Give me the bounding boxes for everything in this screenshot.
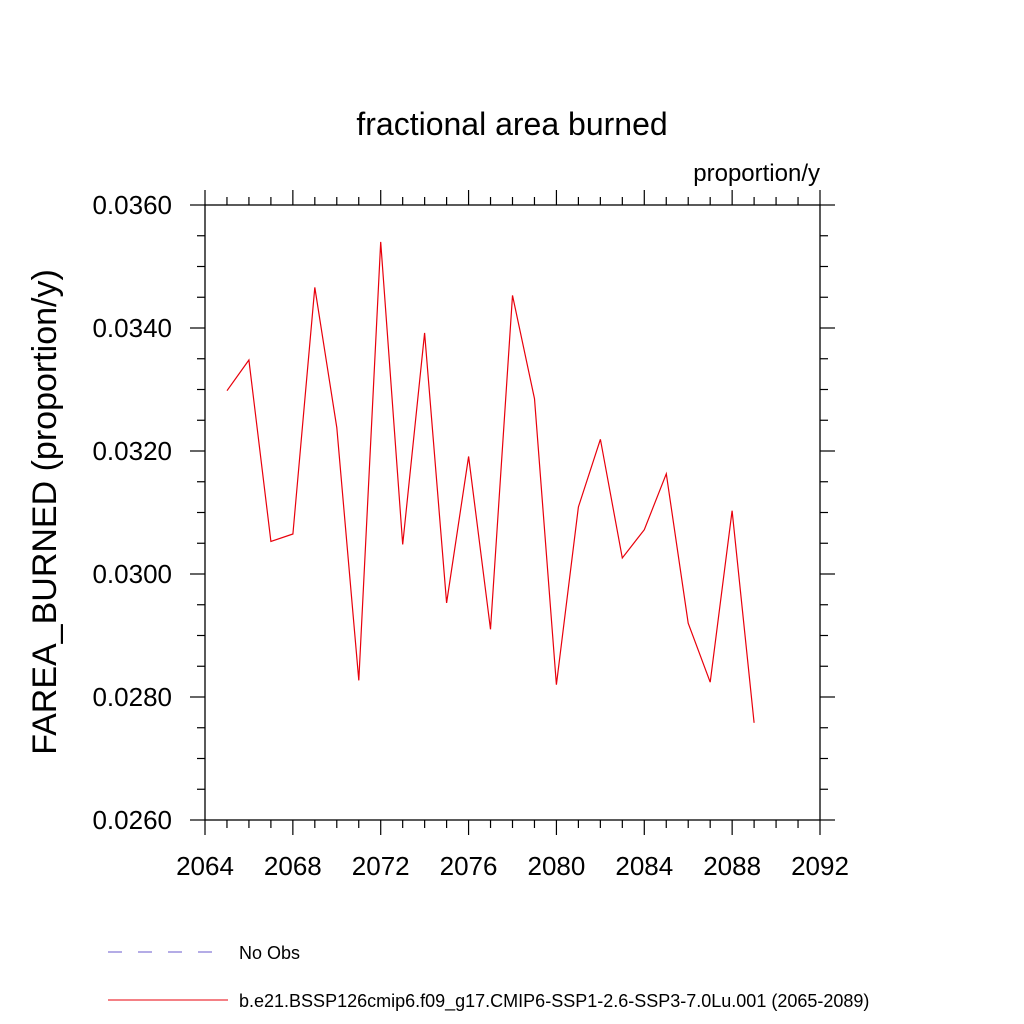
y-tick-label: 0.0260 bbox=[92, 805, 172, 835]
y-tick-label: 0.0300 bbox=[92, 559, 172, 589]
x-tick-label: 2080 bbox=[528, 851, 586, 881]
x-tick-label: 2064 bbox=[176, 851, 234, 881]
legend: No Obs b.e21.BSSP126cmip6.f09_g17.CMIP6-S… bbox=[108, 943, 869, 1012]
x-tick-label: 2068 bbox=[264, 851, 322, 881]
x-tick-label: 2092 bbox=[791, 851, 849, 881]
y-tick-label: 0.0320 bbox=[92, 436, 172, 466]
x-tick-label: 2072 bbox=[352, 851, 410, 881]
x-axis: 2064 2068 2072 2076 2080 2084 2088 2092 bbox=[176, 190, 849, 881]
series-line bbox=[226, 241, 755, 723]
chart-title: fractional area burned bbox=[356, 106, 667, 142]
legend-label: No Obs bbox=[239, 943, 300, 963]
series-layer bbox=[226, 241, 755, 723]
y-tick-label: 0.0360 bbox=[92, 190, 172, 220]
y-tick-label: 0.0340 bbox=[92, 313, 172, 343]
x-tick-label: 2088 bbox=[703, 851, 761, 881]
x-tick-label: 2076 bbox=[440, 851, 498, 881]
x-tick-label: 2084 bbox=[615, 851, 673, 881]
y-tick-label: 0.0280 bbox=[92, 682, 172, 712]
y-axis: 0.0260 0.0280 0.0300 0.0320 0.0340 0.0360 bbox=[92, 190, 835, 835]
y-axis-label: FAREA_BURNED (proportion/y) bbox=[26, 269, 64, 755]
legend-label: b.e21.BSSP126cmip6.f09_g17.CMIP6-SSP1-2.… bbox=[239, 991, 869, 1012]
units-label: proportion/y bbox=[693, 160, 820, 187]
